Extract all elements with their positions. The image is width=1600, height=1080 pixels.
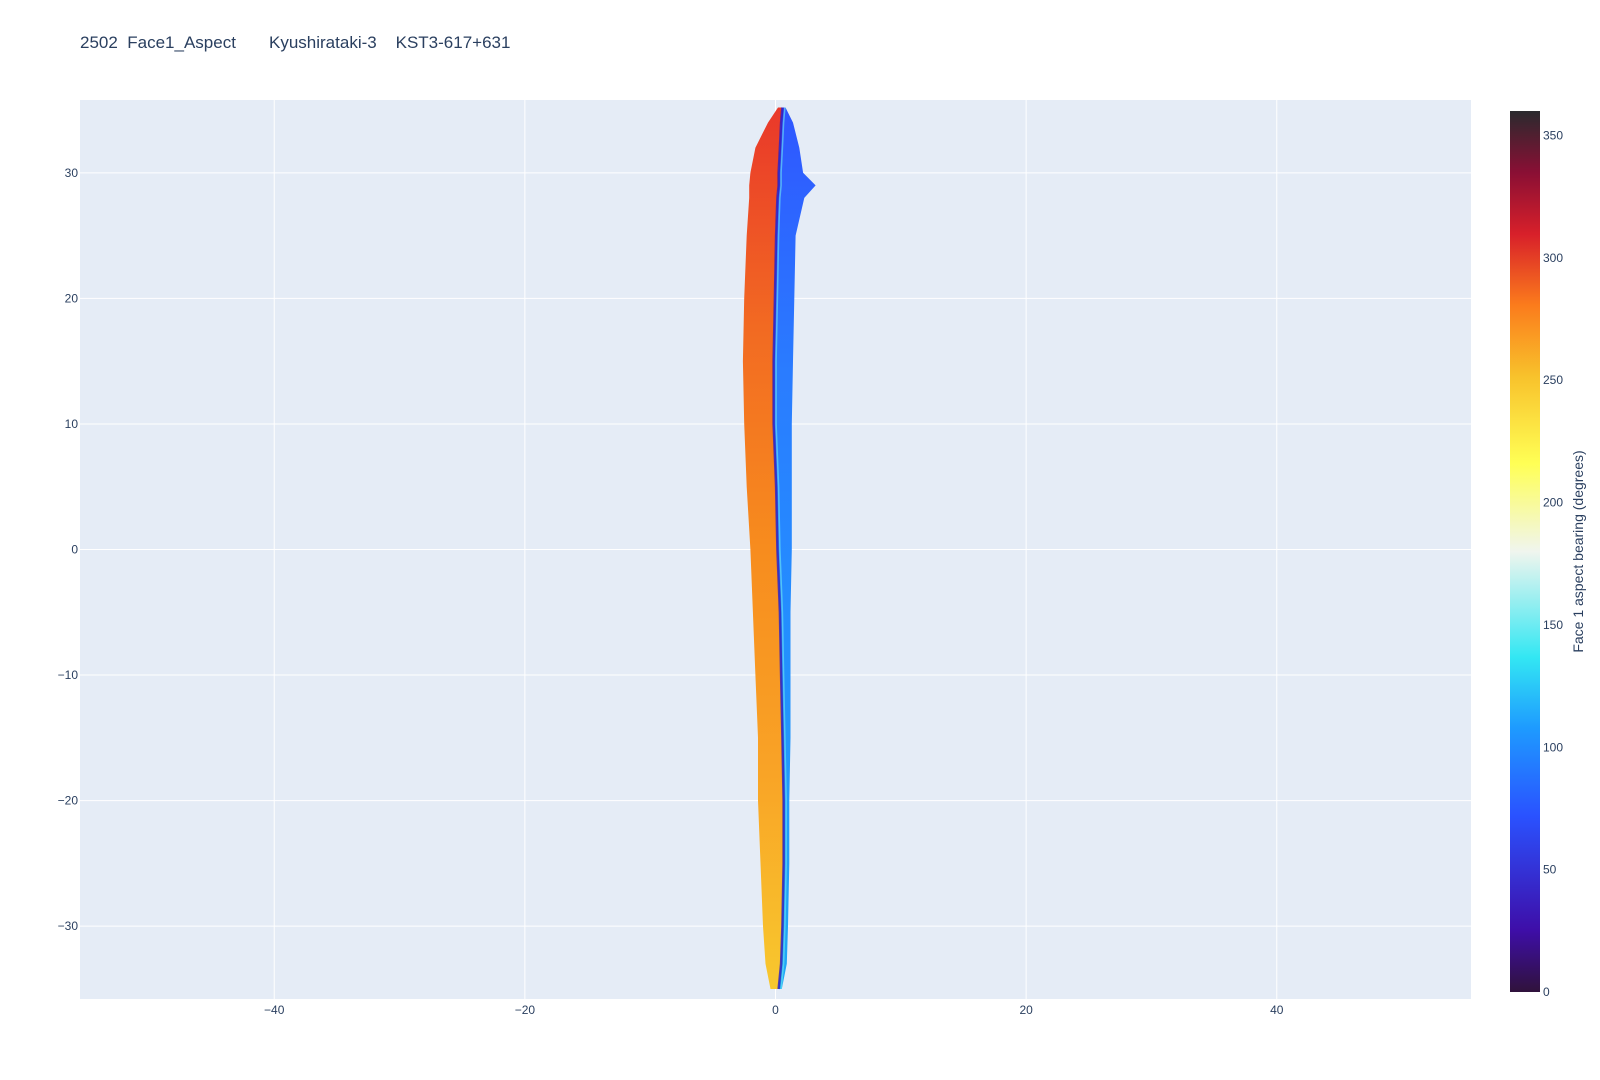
left-face-region bbox=[742, 107, 783, 989]
y-tick-label: 0 bbox=[71, 543, 78, 557]
y-tick-label: 20 bbox=[65, 291, 79, 305]
ridge-highlight bbox=[775, 107, 787, 990]
y-tick-label: −10 bbox=[58, 668, 79, 682]
y-tick-label: −30 bbox=[58, 919, 79, 933]
colorbar-title: Face 1 aspect bearing (degrees) bbox=[1570, 450, 1586, 652]
y-tick-label: 30 bbox=[65, 166, 79, 180]
chart-title: 2502 Face1_Aspect Kyushirataki-3 KST3-61… bbox=[80, 33, 511, 52]
heatmap-surface bbox=[742, 107, 816, 990]
x-tick-label: 20 bbox=[1019, 1003, 1033, 1017]
y-tick-label: 10 bbox=[65, 417, 79, 431]
colorbar-tick-label: 50 bbox=[1543, 863, 1557, 877]
colorbar-tick-label: 250 bbox=[1543, 373, 1563, 387]
colorbar-gradient bbox=[1510, 111, 1540, 992]
colorbar-tick-label: 300 bbox=[1543, 251, 1563, 265]
ridge-line bbox=[772, 107, 785, 990]
colorbar-tick-label: 100 bbox=[1543, 740, 1563, 754]
y-tick-label: −20 bbox=[58, 794, 79, 808]
x-tick-label: 40 bbox=[1270, 1003, 1284, 1017]
x-tick-label: −40 bbox=[264, 1003, 285, 1017]
x-tick-label: 0 bbox=[772, 1003, 779, 1017]
x-axis-ticks: −40 −20 0 20 40 bbox=[264, 1003, 1284, 1017]
colorbar-tick-label: 150 bbox=[1543, 618, 1563, 632]
x-tick-label: −20 bbox=[515, 1003, 536, 1017]
y-axis-ticks: 30 20 10 0 −10 −20 −30 bbox=[58, 166, 79, 933]
colorbar-tick-label: 200 bbox=[1543, 496, 1563, 510]
colorbar-tick-label: 0 bbox=[1543, 985, 1550, 999]
colorbar-tick-label: 350 bbox=[1543, 128, 1563, 142]
colorbar: 0 50 100 150 200 250 300 350 Face 1 aspect beari… bbox=[1510, 111, 1586, 999]
